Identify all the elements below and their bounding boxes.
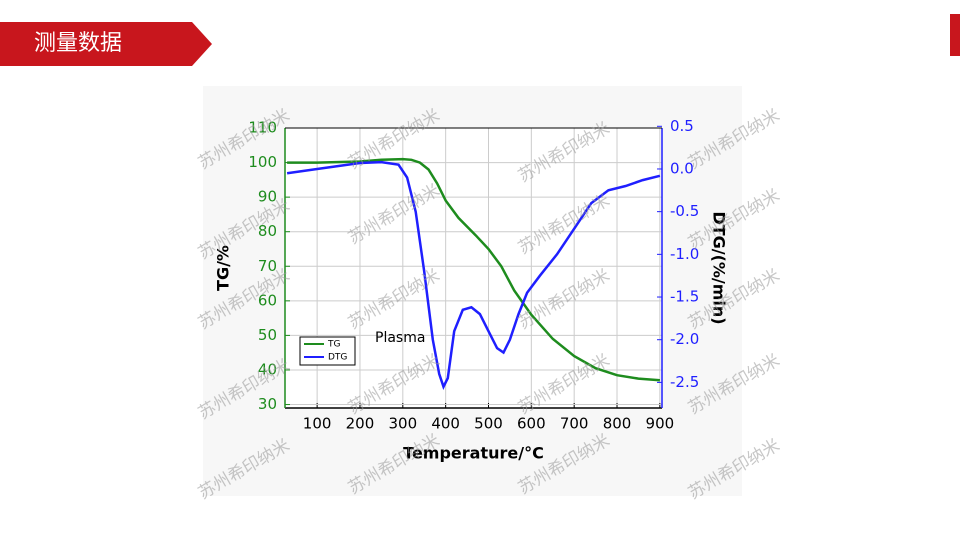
y-axis-label: TG/% bbox=[214, 245, 233, 291]
series-line bbox=[286, 160, 661, 390]
x-axis-label: Temperature/°C bbox=[403, 444, 544, 463]
x-tick-label: 500 bbox=[474, 415, 503, 433]
x-tick-label: 800 bbox=[603, 415, 632, 433]
annotation: Plasma bbox=[375, 330, 425, 346]
corner-accent bbox=[950, 14, 960, 56]
header-title: 测量数据 bbox=[34, 31, 122, 56]
y-tick-label: 90 bbox=[258, 188, 277, 206]
y2-tick-label: -1.5 bbox=[670, 288, 699, 306]
legend-label: TG bbox=[327, 340, 340, 350]
y2-tick-label: -0.5 bbox=[670, 202, 699, 220]
legend-label: DTG bbox=[328, 353, 347, 363]
y2-tick-label: -1.0 bbox=[670, 245, 699, 263]
x-tick-label: 400 bbox=[431, 415, 460, 433]
plot-area bbox=[285, 128, 662, 408]
x-tick-label: 600 bbox=[517, 415, 546, 433]
y-tick-label: 60 bbox=[258, 291, 277, 309]
y-tick-label: 40 bbox=[258, 360, 277, 378]
x-tick-label: 700 bbox=[560, 415, 589, 433]
x-tick-label: 100 bbox=[303, 415, 332, 433]
y-tick-label: 30 bbox=[258, 395, 277, 413]
y-tick-label: 50 bbox=[258, 326, 277, 344]
x-tick-label: 300 bbox=[388, 415, 417, 433]
y2-axis-label: DTG/(%/min) bbox=[710, 211, 729, 324]
y2-tick-label: -2.5 bbox=[670, 373, 699, 391]
y2-tick-label: 0.0 bbox=[670, 159, 694, 177]
y2-tick-label: -2.0 bbox=[670, 330, 699, 348]
y2-tick-label: 0.5 bbox=[670, 117, 694, 135]
y-tick-label: 110 bbox=[248, 119, 277, 137]
legend-box bbox=[299, 336, 356, 366]
header-banner bbox=[0, 22, 212, 66]
y-tick-label: 100 bbox=[248, 153, 277, 171]
series-line bbox=[287, 157, 660, 382]
x-tick-label: 900 bbox=[646, 415, 675, 433]
y-tick-label: 70 bbox=[258, 257, 277, 275]
y-tick-label: 80 bbox=[258, 222, 277, 240]
x-tick-label: 200 bbox=[346, 415, 375, 433]
